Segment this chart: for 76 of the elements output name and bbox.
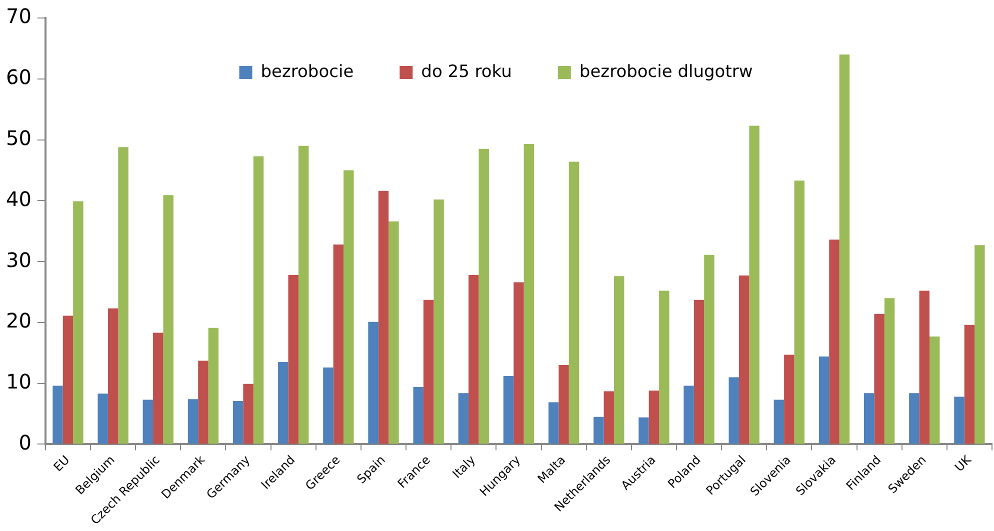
bar [458, 393, 469, 444]
bar [503, 376, 514, 444]
bar [278, 362, 288, 444]
bar [818, 356, 830, 444]
bar [839, 54, 850, 444]
bar [73, 201, 84, 444]
bar [243, 384, 254, 444]
y-tick-label: 20 [6, 308, 32, 333]
bar [378, 190, 389, 444]
bar [909, 393, 920, 444]
bar [413, 386, 424, 444]
bar [784, 354, 794, 444]
bar [142, 400, 154, 444]
y-tick-label: 0 [18, 430, 32, 454]
y-tick-label: 10 [6, 370, 32, 394]
bar [434, 199, 444, 444]
bar [974, 245, 985, 444]
bar [774, 400, 784, 444]
bar [884, 298, 895, 444]
y-tick-label: 70 [6, 4, 32, 28]
x-tick-label: UK [952, 452, 975, 474]
bar [794, 180, 804, 444]
bar [728, 377, 739, 444]
bar [163, 195, 174, 444]
x-tick-label: EU [50, 452, 72, 474]
bar [478, 148, 489, 444]
bar [368, 322, 378, 444]
bar [568, 162, 580, 444]
bar [684, 386, 694, 444]
bar [749, 126, 760, 444]
bar [118, 147, 128, 444]
bar [98, 394, 108, 444]
bar [704, 254, 714, 444]
bar [874, 314, 884, 444]
bar [153, 332, 164, 444]
bar [614, 276, 624, 444]
legend-label: bezrobocie dlugotrw [579, 62, 753, 82]
bar [594, 416, 604, 444]
bar [188, 399, 198, 444]
y-tick-label: 60 [6, 65, 32, 90]
legend-label: do 25 roku [421, 62, 512, 82]
bar [694, 300, 704, 444]
y-tick-label: 30 [6, 248, 32, 272]
y-tick-label: 50 [6, 126, 32, 150]
bar [738, 276, 750, 444]
bar [344, 170, 354, 444]
bar [604, 391, 614, 444]
bar [208, 328, 219, 444]
bar [638, 417, 649, 444]
bar [930, 336, 940, 444]
bar [919, 290, 930, 444]
bar [514, 282, 524, 444]
bar [333, 244, 344, 444]
bar [298, 146, 309, 444]
bar [423, 300, 434, 444]
bar [288, 274, 298, 444]
bar [62, 316, 74, 444]
bar [648, 390, 660, 444]
bar [864, 393, 874, 444]
bar [659, 290, 670, 444]
bar [198, 360, 208, 444]
bar [524, 144, 534, 444]
bar [548, 402, 559, 444]
bar [388, 221, 399, 444]
y-tick-label: 40 [6, 186, 32, 211]
bar [232, 400, 244, 444]
legend-label: bezrobocie [260, 62, 354, 82]
bar [954, 396, 964, 444]
bar [323, 367, 334, 444]
bar [468, 274, 479, 444]
bar [964, 324, 975, 444]
bar [829, 240, 840, 444]
bar [52, 386, 63, 444]
bar [253, 156, 264, 444]
bar [108, 308, 118, 444]
bar [558, 365, 569, 444]
